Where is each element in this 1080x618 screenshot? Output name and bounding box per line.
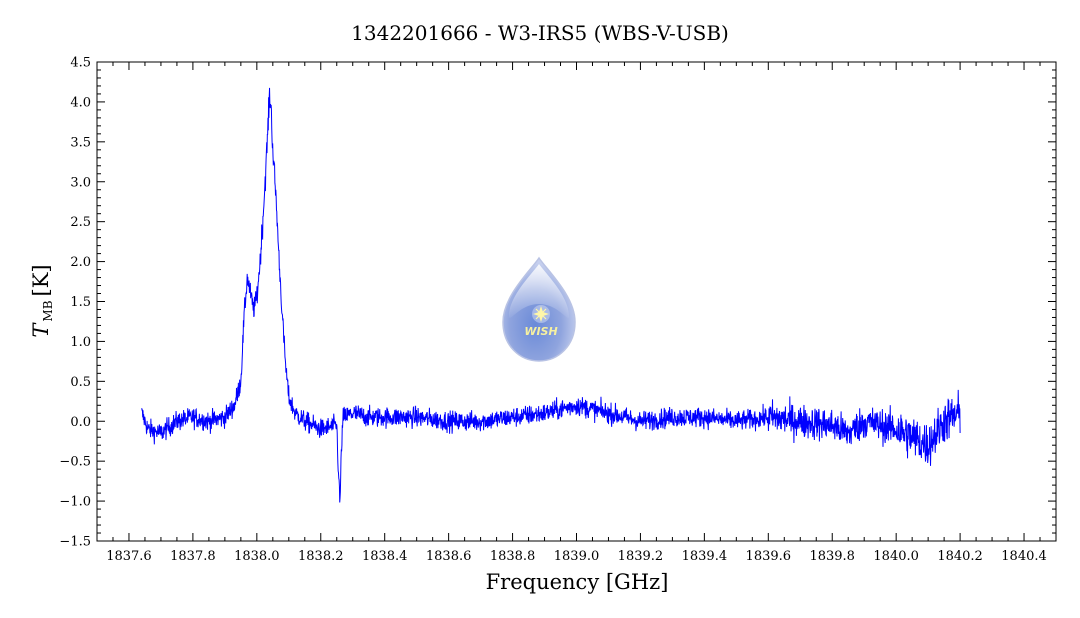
y-tick-label: 3.5 bbox=[70, 135, 91, 150]
y-tick-labels: −1.5 −1.0 −0.5 0.0 0.5 1.0 1.5 2.0 2.5 3.0 3.5 4.0 4… bbox=[59, 56, 91, 550]
y-tick-label: 4.5 bbox=[70, 56, 91, 71]
y-tick-label: −0.5 bbox=[59, 455, 91, 470]
y-tick-label: −1.5 bbox=[59, 535, 91, 550]
x-tick-label: 1840.0 bbox=[873, 549, 919, 564]
y-tick-label: 2.0 bbox=[70, 255, 91, 270]
drop-shine bbox=[509, 264, 569, 318]
x-tick-label: 1839.6 bbox=[746, 549, 792, 564]
y-tick-label: 0.0 bbox=[70, 415, 91, 430]
y-axis-label-main: T bbox=[29, 322, 53, 338]
axis-ticks bbox=[96, 61, 1057, 542]
y-tick-label: 0.5 bbox=[70, 375, 91, 390]
drop-shape bbox=[502, 256, 576, 362]
plot-frame bbox=[96, 61, 1057, 542]
series-line bbox=[141, 87, 961, 503]
x-tick-label: 1840.2 bbox=[937, 549, 983, 564]
x-tick-label: 1838.2 bbox=[298, 549, 344, 564]
y-axis-label-unit: [K] bbox=[29, 264, 53, 296]
x-tick-label: 1839.0 bbox=[554, 549, 600, 564]
x-tick-label: 1840.4 bbox=[1001, 549, 1047, 564]
x-tick-labels: 1837.6 1837.8 1838.0 1838.2 1838.4 1838.6 1838… bbox=[106, 549, 1047, 564]
y-tick-label: −1.0 bbox=[59, 495, 91, 510]
y-tick-label: 1.5 bbox=[70, 295, 91, 310]
y-tick-label: 2.5 bbox=[70, 215, 91, 230]
x-tick-label: 1838.6 bbox=[426, 549, 472, 564]
logo-text: WISH bbox=[524, 325, 557, 338]
y-tick-label: 4.0 bbox=[70, 95, 91, 110]
x-tick-label: 1838.0 bbox=[234, 549, 280, 564]
x-tick-label: 1839.4 bbox=[682, 549, 728, 564]
x-tick-label: 1839.8 bbox=[809, 549, 855, 564]
y-tick-label: 3.0 bbox=[70, 175, 91, 190]
chart-title: 1342201666 - W3-IRS5 (WBS-V-USB) bbox=[351, 21, 729, 45]
x-tick-label: 1838.4 bbox=[362, 549, 408, 564]
x-axis-label: Frequency [GHz] bbox=[486, 570, 669, 594]
y-tick-label: 1.0 bbox=[70, 335, 91, 350]
x-tick-label: 1838.8 bbox=[490, 549, 536, 564]
x-tick-label: 1837.6 bbox=[106, 549, 152, 564]
star-icon bbox=[532, 305, 550, 323]
x-tick-label: 1837.8 bbox=[170, 549, 216, 564]
watermark-logo: WISH bbox=[502, 256, 576, 362]
x-tick-label: 1839.2 bbox=[618, 549, 664, 564]
y-axis-label-sub: MB bbox=[41, 300, 55, 321]
y-axis-label: TMB [K] bbox=[29, 264, 55, 337]
